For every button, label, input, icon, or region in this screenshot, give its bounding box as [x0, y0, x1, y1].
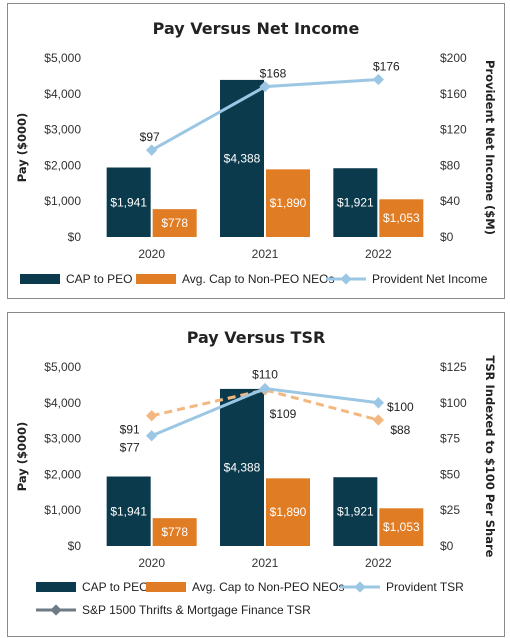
bar-data-label: $1,053 — [383, 520, 420, 534]
bar-data-label: $1,941 — [110, 504, 147, 518]
y-tick-label: $1,000 — [44, 194, 81, 208]
line-point — [146, 430, 158, 442]
y-axis-title: Pay ($000) — [15, 113, 29, 183]
line-data-label: $176 — [373, 59, 400, 73]
bar-data-label: $4,388 — [224, 151, 261, 165]
legend-label: Avg. Cap to Non-PEO NEOs — [192, 580, 345, 594]
line-point — [146, 144, 158, 156]
chart-title: Pay Versus TSR — [187, 328, 326, 347]
pay-vs-net-income-chart: Pay Versus Net Income $0 $1,000 $2,000 $3,00… — [15, 19, 497, 286]
line-data-label: $91 — [120, 423, 140, 437]
line-data-label: $77 — [120, 441, 140, 455]
bar — [220, 388, 264, 546]
legend-swatch-marker — [354, 581, 366, 593]
y2-tick-label: $50 — [440, 467, 460, 481]
bar — [379, 508, 424, 546]
bar-data-label: $778 — [161, 525, 188, 539]
x-tick-label: 2021 — [252, 247, 279, 261]
line-data-label: $168 — [260, 67, 287, 81]
legend-label: CAP to PEO — [82, 580, 148, 594]
line-data-label: $110 — [252, 367, 278, 381]
legend-swatch — [146, 582, 186, 592]
bar-data-label: $1,921 — [337, 505, 374, 519]
y-tick-label: $2,000 — [44, 467, 81, 481]
line-data-label: $97 — [140, 130, 160, 144]
line-data-label: $109 — [270, 407, 297, 421]
y2-tick-label: $0 — [440, 230, 454, 244]
y-tick-label: $5,000 — [44, 51, 81, 65]
pay-vs-net-income-panel: Pay Versus Net Income $0 $1,000 $2,000 $3,00… — [7, 3, 505, 299]
pay-vs-tsr-chart: Pay Versus TSR $0 $1,000 $2,000 $3,000 $4,000… — [15, 328, 497, 617]
y-axis-title: Pay ($000) — [15, 422, 29, 492]
bar — [106, 476, 151, 546]
line-data-label: $100 — [387, 400, 414, 414]
y2-tick-label: $100 — [440, 396, 467, 410]
y-tick-label: $3,000 — [44, 123, 81, 137]
x-tick-label: 2020 — [138, 556, 165, 570]
line-point — [372, 397, 384, 409]
bar — [333, 477, 378, 546]
y2-tick-label: $25 — [440, 503, 460, 517]
legend-swatch-marker — [50, 604, 62, 616]
bar — [379, 199, 424, 237]
y-tick-label: $4,000 — [44, 396, 81, 410]
x-tick-label: 2022 — [365, 556, 392, 570]
legend-label: CAP to PEO — [66, 272, 132, 286]
bar — [266, 478, 310, 546]
y2-axis-title: TSR Indexed to $100 Per Share — [483, 356, 497, 558]
legend-label: Provident Net Income — [372, 272, 488, 286]
line-data-label: $88 — [390, 423, 410, 437]
y-tick-label: $5,000 — [44, 360, 81, 374]
bar-data-label: $1,890 — [270, 505, 307, 519]
line-point — [146, 410, 158, 422]
pay-vs-tsr-panel: Pay Versus TSR $0 $1,000 $2,000 $3,000 $4,000… — [7, 312, 505, 637]
y-tick-label: $3,000 — [44, 432, 81, 446]
bar — [106, 167, 151, 237]
chart-title: Pay Versus Net Income — [153, 19, 360, 38]
y2-tick-label: $160 — [440, 87, 467, 101]
legend-swatch — [36, 582, 76, 592]
y-tick-label: $1,000 — [44, 503, 81, 517]
bar-data-label: $1,053 — [383, 211, 420, 225]
y2-tick-label: $80 — [440, 158, 460, 172]
legend-swatch-marker — [340, 273, 352, 285]
bar — [333, 168, 378, 237]
bar-data-label: $1,890 — [270, 196, 307, 210]
bar — [266, 169, 310, 237]
x-tick-label: 2022 — [365, 247, 392, 261]
bar-data-label: $1,941 — [110, 195, 147, 209]
y-tick-label: $4,000 — [44, 87, 81, 101]
y-tick-label: $2,000 — [44, 158, 81, 172]
y2-tick-label: $200 — [440, 51, 467, 65]
bar — [152, 518, 197, 546]
legend-label: S&P 1500 Thrifts & Mortgage Finance TSR — [82, 603, 311, 617]
legend-label: Provident TSR — [386, 580, 464, 594]
bar-data-label: $778 — [161, 216, 188, 230]
line-point — [372, 73, 384, 86]
y-tick-label: $0 — [68, 230, 82, 244]
x-tick-label: 2020 — [138, 247, 165, 261]
y2-tick-label: $120 — [440, 123, 467, 137]
bar — [152, 209, 197, 237]
x-tick-label: 2021 — [252, 556, 279, 570]
y2-axis-title: Provident Net Income ($M) — [483, 60, 497, 235]
line-point — [372, 414, 384, 426]
bar-data-label: $1,921 — [337, 196, 374, 210]
legend-label: Avg. Cap to Non-PEO NEOs — [182, 272, 335, 286]
legend-swatch — [20, 274, 60, 284]
y-tick-label: $0 — [68, 539, 82, 553]
y2-tick-label: $125 — [440, 360, 467, 374]
y2-tick-label: $0 — [440, 539, 454, 553]
y2-tick-label: $40 — [440, 194, 460, 208]
legend-swatch — [136, 274, 176, 284]
bar-data-label: $4,388 — [224, 460, 261, 474]
y2-tick-label: $75 — [440, 432, 460, 446]
